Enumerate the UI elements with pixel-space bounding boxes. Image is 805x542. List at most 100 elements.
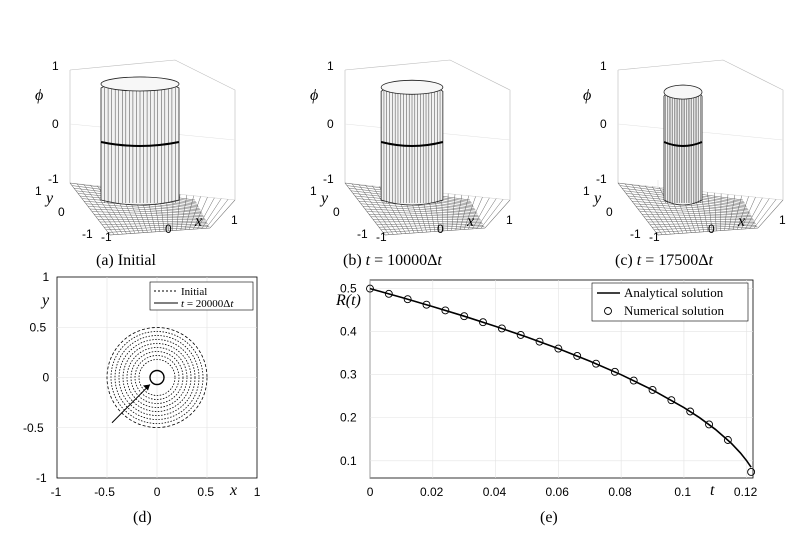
data-point-numerical (422, 300, 431, 309)
data-point-numerical (592, 359, 600, 368)
caption-c: (c) t = 17500Δt (615, 252, 714, 269)
x-tick-label: 0.06 (546, 485, 570, 499)
grid-line (724, 194, 729, 231)
grid-line (728, 195, 736, 231)
data-point-numerical (629, 376, 638, 385)
grid-line (378, 223, 483, 228)
z-tick-label: -1 (596, 172, 607, 186)
grid-line (358, 184, 394, 235)
grid-line (732, 195, 742, 230)
grid-line (368, 213, 480, 218)
grid-line (360, 203, 477, 212)
grid-line (455, 195, 463, 231)
y-axis-label: R(t) (335, 292, 361, 309)
grid-line (617, 182, 659, 236)
grid-line (707, 192, 713, 232)
grid-line (749, 198, 770, 229)
y-tick-label: 0.1 (340, 454, 357, 468)
grid-line (643, 216, 753, 219)
grid-line (736, 196, 749, 230)
z-tick-label: 1 (327, 59, 334, 73)
grid-line (372, 185, 402, 234)
grid-line (380, 224, 484, 231)
series-line-analytical (369, 287, 752, 468)
x-tick-label: 1 (779, 213, 786, 227)
grid-line (720, 193, 722, 231)
caption-d: (d) (133, 509, 152, 526)
z-axis-label: ϕ (35, 87, 43, 104)
z-tick-label: -1 (323, 172, 334, 186)
data-point-numerical (667, 396, 676, 405)
grid-line (95, 216, 205, 219)
contour-circle (134, 355, 180, 400)
contour-circle (110, 331, 204, 424)
grid-line (624, 183, 663, 235)
y-tick-label: 1 (43, 270, 50, 284)
legend-label-numerical: Numerical solution (624, 303, 725, 318)
data-point-numerical (686, 407, 695, 416)
grid-line (633, 203, 750, 212)
legend-box (591, 282, 749, 322)
grid-line (447, 193, 449, 231)
grid-line (76, 183, 115, 235)
data-point-numerical (497, 324, 506, 333)
y-tick-label: -1 (36, 471, 47, 485)
grid-line (468, 197, 483, 230)
grid-line (101, 222, 208, 225)
grid-line (655, 226, 758, 233)
zero-level-contour (663, 141, 703, 147)
grid-line (376, 222, 483, 225)
y-tick-label: 1 (310, 184, 317, 198)
y-tick-label: 0.5 (30, 320, 47, 334)
x-tick-label: 1 (231, 213, 238, 227)
data-point-numerical (648, 385, 657, 394)
grid-line (180, 195, 188, 231)
grid-line (370, 216, 480, 219)
grid-line (382, 226, 485, 233)
x-axis-label: x (466, 213, 474, 230)
grid-line (459, 195, 469, 230)
y-axis-label: y (592, 190, 602, 207)
grid-line (631, 184, 667, 235)
contour-circle (114, 335, 200, 420)
grid-line (745, 197, 763, 229)
z-tick-label: 0 (52, 117, 59, 131)
x-tick-label: 1 (506, 213, 513, 227)
grid-line (639, 211, 752, 216)
data-point-numerical (747, 468, 756, 476)
contour-circle (122, 343, 192, 412)
grid-line (188, 196, 201, 230)
grid-line (451, 194, 456, 231)
data-point-numerical (610, 367, 619, 376)
x-tick-label: -1 (51, 485, 62, 499)
grid-line (105, 224, 209, 231)
y-tick-label: 0.3 (340, 368, 357, 382)
x-tick-label: 0.04 (483, 485, 507, 499)
y-tick-label: 0 (43, 371, 50, 385)
grid-line (205, 199, 229, 229)
y-tick-label: 1 (583, 184, 590, 198)
grid-line (358, 200, 476, 211)
x-axis-label: x (194, 213, 202, 230)
z-axis-label: ϕ (583, 87, 591, 104)
data-point-numerical (705, 420, 713, 429)
y-tick-label: 1 (35, 184, 42, 198)
z-tick-label: 0 (600, 117, 607, 131)
x-tick-label: 0.08 (608, 485, 632, 499)
x-tick-label: -1 (376, 230, 387, 244)
contour-circle (130, 351, 184, 404)
surface-cylinder (663, 84, 703, 206)
grid-line (757, 199, 784, 229)
data-point-numerical (441, 306, 450, 315)
grid-line (641, 213, 753, 218)
grid-line (90, 185, 123, 235)
legend-label-final: t = 20000Δt (181, 298, 234, 310)
grid-line (209, 199, 236, 229)
grid-line (197, 197, 215, 229)
y-axis-label: y (319, 190, 329, 207)
surface-cylinder (380, 79, 444, 206)
zero-level-contour (380, 141, 444, 147)
